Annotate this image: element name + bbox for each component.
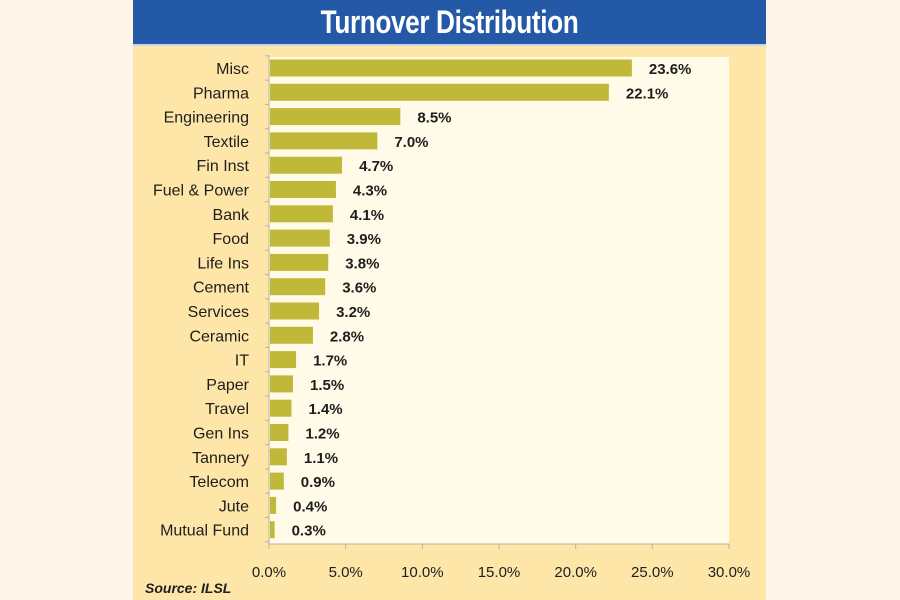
bar <box>270 83 609 101</box>
bar <box>270 108 401 126</box>
chart-title: Turnover Distribution <box>320 4 579 40</box>
category-label: Jute <box>219 498 249 515</box>
bar <box>270 521 275 539</box>
category-label: Paper <box>206 377 249 394</box>
value-label: 1.7% <box>313 353 347 370</box>
bar <box>270 132 378 150</box>
x-tick-label: 15.0% <box>478 564 521 581</box>
category-label: Bank <box>213 207 250 224</box>
chart-panel: Turnover Distribution Misc 23.6% Pharma 22.… <box>133 0 766 600</box>
value-label: 1.2% <box>305 426 339 443</box>
bar-chart: Misc 23.6% Pharma 22.1% Engineering 8.5% Texti… <box>153 55 751 581</box>
category-label: IT <box>235 353 249 370</box>
category-label: Engineering <box>164 110 249 127</box>
title-bar: Turnover Distribution <box>133 0 766 46</box>
bar <box>270 472 284 490</box>
x-tick-label: 10.0% <box>401 564 444 581</box>
value-label: 0.9% <box>301 474 335 491</box>
category-label: Fuel & Power <box>153 183 250 200</box>
category-label: Food <box>213 231 249 248</box>
category-label: Textile <box>204 134 249 151</box>
category-label: Misc <box>216 61 249 78</box>
bar <box>270 326 313 344</box>
x-tick-label: 20.0% <box>554 564 597 581</box>
bar <box>270 375 293 393</box>
category-label: Gen Ins <box>193 426 249 443</box>
bar <box>270 181 336 198</box>
value-label: 22.1% <box>626 85 669 102</box>
bar <box>270 229 330 247</box>
value-label: 1.4% <box>308 401 342 418</box>
value-label: 3.6% <box>342 280 376 297</box>
value-label: 3.8% <box>345 255 379 272</box>
value-label: 1.1% <box>304 450 338 467</box>
value-label: 8.5% <box>417 110 451 127</box>
value-label: 4.3% <box>353 183 387 200</box>
value-label: 4.7% <box>359 158 393 175</box>
value-label: 1.5% <box>310 377 344 394</box>
category-label: Services <box>188 304 249 321</box>
bar <box>270 59 632 77</box>
x-tick-label: 30.0% <box>708 564 751 581</box>
bar <box>270 399 292 417</box>
value-label: 3.2% <box>336 304 370 321</box>
bar <box>270 253 329 271</box>
category-label: Pharma <box>193 85 249 102</box>
category-label: Mutual Fund <box>160 523 249 540</box>
category-label: Ceramic <box>189 328 249 345</box>
plot-area <box>269 57 729 544</box>
bar <box>270 351 297 369</box>
value-label: 0.4% <box>293 498 327 515</box>
category-label: Travel <box>205 401 249 418</box>
x-tick-label: 0.0% <box>252 564 286 581</box>
bar <box>270 424 289 441</box>
bar <box>270 156 343 174</box>
value-label: 4.1% <box>350 207 384 224</box>
x-tick-label: 25.0% <box>631 564 674 581</box>
value-label: 23.6% <box>649 61 692 78</box>
bar <box>270 496 277 514</box>
category-label: Fin Inst <box>197 158 250 175</box>
category-label: Tannery <box>192 450 249 467</box>
category-label: Cement <box>193 280 250 297</box>
source-note: Source: ILSL <box>145 580 232 596</box>
bar <box>270 302 320 320</box>
category-label: Telecom <box>189 474 249 491</box>
bar <box>270 205 333 223</box>
value-label: 0.3% <box>292 523 326 540</box>
value-label: 7.0% <box>394 134 428 151</box>
x-tick-label: 5.0% <box>329 564 363 581</box>
bar <box>270 448 287 466</box>
value-label: 2.8% <box>330 328 364 345</box>
category-label: Life Ins <box>197 255 249 272</box>
value-label: 3.9% <box>347 231 381 248</box>
bar <box>270 278 326 296</box>
